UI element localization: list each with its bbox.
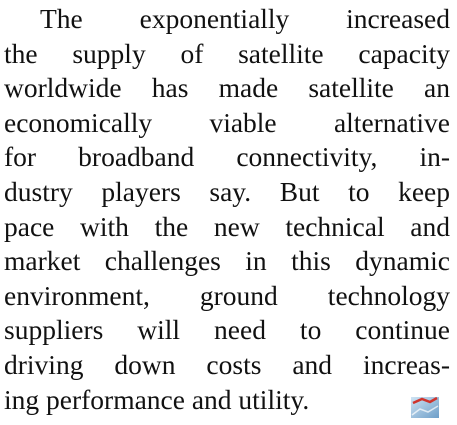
text-line: pace with the new technical and (4, 210, 450, 245)
text-line: ing performance and utility. (4, 383, 450, 418)
text-line: the supply of satellite capacity (4, 37, 450, 72)
text-line: market challenges in this dynamic (4, 244, 450, 279)
text-line: for broadband connectivity, in- (4, 140, 450, 175)
text-line: suppliers will need to continue (4, 313, 450, 348)
text-line: worldwide has made satellite an (4, 71, 450, 106)
text-line: The exponentially increased (4, 2, 450, 37)
text-line: driving down costs and increas- (4, 348, 450, 383)
end-mark-icon (410, 393, 440, 419)
text-line: environment, ground technology (4, 279, 450, 314)
text-line: dustry players say. But to keep (4, 175, 450, 210)
text-line: economically viable alternative (4, 106, 450, 141)
page: The exponentially increasedthe supply of… (0, 0, 457, 425)
